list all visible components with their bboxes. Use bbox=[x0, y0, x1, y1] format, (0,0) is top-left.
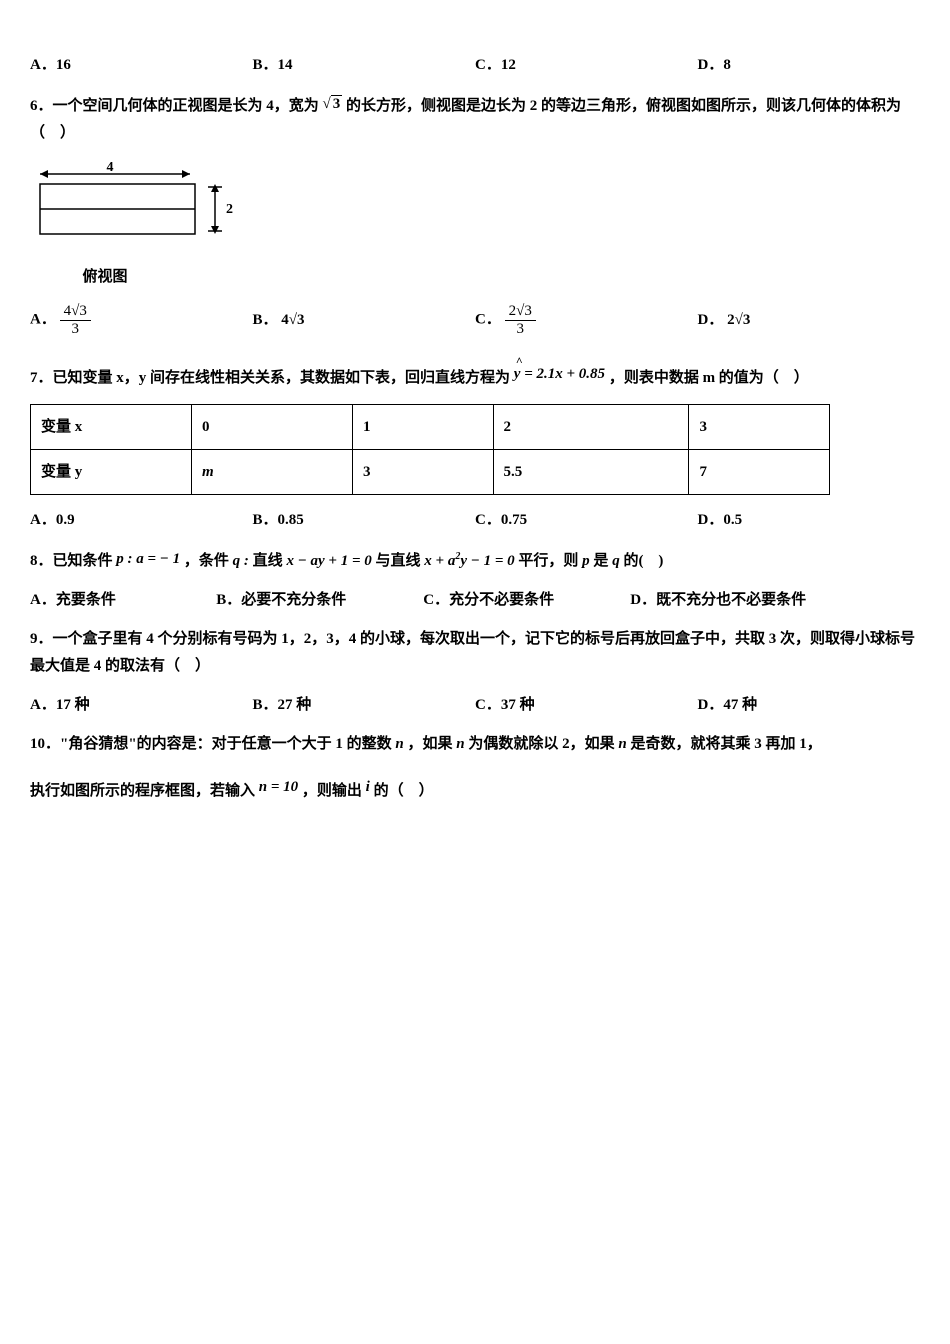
q9-text: 9．一个盒子里有 4 个分别标有号码为 1，2，3，4 的小球，每次取出一个，记… bbox=[30, 626, 920, 680]
diagram-top-label: 4 bbox=[107, 160, 114, 175]
q6-choices: A． 4√3 3 B． 4√3 C． 2√3 3 D． 2√3 bbox=[30, 303, 920, 337]
q-var: q bbox=[612, 553, 623, 569]
q8-choices: A．充要条件 B．必要不充分条件 C．充分不必要条件 D．既不充分也不必要条件 bbox=[30, 587, 920, 614]
choice-c: C．充分不必要条件 bbox=[423, 587, 630, 614]
q8-mid3: 平行，则 bbox=[518, 553, 578, 569]
q10-mid2: 为偶数就除以 2，如果 bbox=[468, 736, 614, 752]
cell: 7 bbox=[689, 450, 830, 495]
cell: 3 bbox=[353, 450, 493, 495]
choice-b: B． 4√3 bbox=[253, 307, 476, 334]
choice-b: B．必要不充分条件 bbox=[216, 587, 423, 614]
i-var: i bbox=[366, 779, 374, 795]
choice-d: D．既不充分也不必要条件 bbox=[630, 587, 920, 614]
choice-a: A．17 种 bbox=[30, 692, 253, 719]
q7-choices: A．0.9 B．0.85 C．0.75 D．0.5 bbox=[30, 507, 920, 534]
q6-text: 6．一个空间几何体的正视图是长为 4，宽为 √3 的长方形，侧视图是边长为 2 … bbox=[30, 91, 920, 147]
frac-c-num: 2√3 bbox=[505, 303, 536, 321]
frac-c-den: 3 bbox=[505, 321, 536, 338]
choice-d: D．47 种 bbox=[698, 692, 921, 719]
cell: 5.5 bbox=[493, 450, 689, 495]
q8-mid4: 是 bbox=[593, 553, 608, 569]
q10-prefix: 10．"角谷猜想"的内容是：对于任意一个大于 1 的整数 bbox=[30, 736, 392, 752]
eq1: x − ay + 1 = 0 bbox=[286, 553, 375, 569]
n-var: n bbox=[618, 736, 626, 752]
q7-eq: y = 2.1x + 0.85 bbox=[514, 366, 605, 382]
q10-eq: n = 10 bbox=[259, 779, 302, 795]
cell: 0 bbox=[192, 405, 353, 450]
frac-c: 2√3 3 bbox=[505, 303, 536, 337]
q8-suffix: 的( ) bbox=[623, 553, 663, 569]
choice-a: A． 4√3 3 bbox=[30, 303, 253, 337]
choice-a: A．16 bbox=[30, 52, 253, 79]
choice-d: D．8 bbox=[698, 52, 921, 79]
n-var: n bbox=[456, 736, 464, 752]
q10-l2-mid: ，则输出 bbox=[302, 783, 362, 799]
table-row: 变量 x 0 1 2 3 bbox=[31, 405, 830, 450]
q10-l2-suffix: 的（ ） bbox=[374, 783, 434, 799]
choice-b: B．27 种 bbox=[253, 692, 476, 719]
cell: 2 bbox=[493, 405, 689, 450]
p-cond: p : a = − 1 bbox=[116, 551, 184, 567]
choice-c: C．0.75 bbox=[475, 507, 698, 534]
sqrt-value: 3 bbox=[331, 95, 343, 112]
q-label: q : bbox=[233, 553, 253, 569]
choice-c: C． 2√3 3 bbox=[475, 303, 698, 337]
choice-c: C．12 bbox=[475, 52, 698, 79]
label-a: A． bbox=[30, 311, 56, 327]
cell: 3 bbox=[689, 405, 830, 450]
diagram-right-label: 2 bbox=[226, 202, 233, 217]
cell: m bbox=[192, 450, 353, 495]
q7-suffix: ，则表中数据 m 的值为（ ） bbox=[609, 370, 809, 386]
q8-text: 8．已知条件 p : a = − 1 ，条件 q : 直线 x − ay + 1… bbox=[30, 546, 920, 575]
choice-d: D．0.5 bbox=[698, 507, 921, 534]
val-b: 4√3 bbox=[281, 312, 304, 328]
frac-a-num: 4√3 bbox=[60, 303, 91, 321]
label-b: B． bbox=[253, 312, 278, 328]
q7-text: 7．已知变量 x，y 间存在线性相关关系，其数据如下表，回归直线方程为 y = … bbox=[30, 361, 920, 392]
q10-mid3: 是奇数，就将其乘 3 再加 1， bbox=[630, 736, 821, 752]
n-var: n bbox=[395, 736, 403, 752]
choice-d: D． 2√3 bbox=[698, 307, 921, 334]
q10-text-line1: 10．"角谷猜想"的内容是：对于任意一个大于 1 的整数 n ，如果 n 为偶数… bbox=[30, 731, 920, 758]
sqrt-icon: √3 bbox=[323, 91, 343, 118]
cell: 1 bbox=[353, 405, 493, 450]
table-row: 变量 y m 3 5.5 7 bbox=[31, 450, 830, 495]
choice-b: B．0.85 bbox=[253, 507, 476, 534]
label-d: D． bbox=[698, 312, 724, 328]
choice-c: C．37 种 bbox=[475, 692, 698, 719]
q9-choices: A．17 种 B．27 种 C．37 种 D．47 种 bbox=[30, 692, 920, 719]
q8-prefix: 8．已知条件 bbox=[30, 553, 113, 569]
eq2: x + a2y − 1 = 0 bbox=[424, 553, 518, 569]
q8-mid2: 与直线 bbox=[376, 553, 421, 569]
q10-text-line2: 执行如图所示的程序框图，若输入 n = 10 ，则输出 i 的（ ） bbox=[30, 774, 920, 805]
q7-table: 变量 x 0 1 2 3 变量 y m 3 5.5 7 bbox=[30, 404, 830, 495]
top-view-diagram: 4 2 bbox=[30, 159, 240, 254]
q6-prefix: 6．一个空间几何体的正视图是长为 4，宽为 bbox=[30, 98, 319, 114]
q7-prefix: 7．已知变量 x，y 间存在线性相关关系，其数据如下表，回归直线方程为 bbox=[30, 370, 510, 386]
choice-a: A．充要条件 bbox=[30, 587, 216, 614]
label-c: C． bbox=[475, 311, 501, 327]
choice-a: A．0.9 bbox=[30, 507, 253, 534]
choice-b: B．14 bbox=[253, 52, 476, 79]
cell: 变量 y bbox=[31, 450, 192, 495]
q5-choices: A．16 B．14 C．12 D．8 bbox=[30, 52, 920, 79]
q6-diagram: 4 2 俯视图 bbox=[30, 159, 920, 291]
q8-cond1: 直线 bbox=[253, 553, 283, 569]
frac-a-den: 3 bbox=[60, 321, 91, 338]
val-d: 2√3 bbox=[727, 312, 750, 328]
diagram-caption: 俯视图 bbox=[30, 264, 180, 291]
cell: 变量 x bbox=[31, 405, 192, 450]
q10-mid1: ，如果 bbox=[408, 736, 453, 752]
frac-a: 4√3 3 bbox=[60, 303, 91, 337]
p-var: p bbox=[582, 553, 593, 569]
q8-mid1: ，条件 bbox=[184, 553, 229, 569]
q10-l2-prefix: 执行如图所示的程序框图，若输入 bbox=[30, 783, 255, 799]
